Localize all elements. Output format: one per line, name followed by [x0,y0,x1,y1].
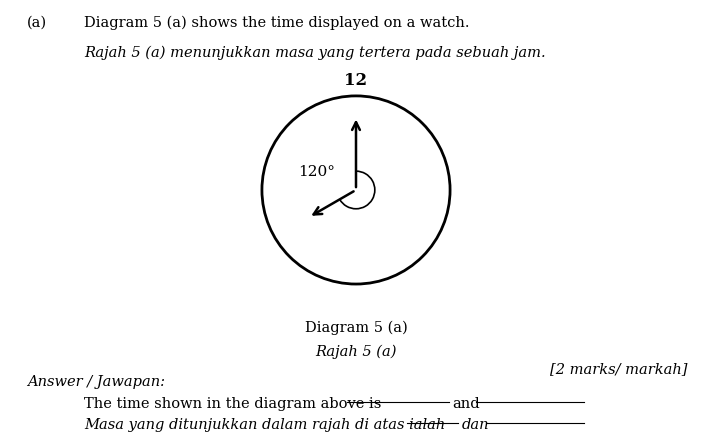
Text: Diagram 5 (a) shows the time displayed on a watch.: Diagram 5 (a) shows the time displayed o… [84,15,469,30]
Text: dan: dan [461,417,489,431]
Text: (a): (a) [27,15,47,29]
Text: Rajah 5 (a) menunjukkan masa yang tertera pada sebuah jam.: Rajah 5 (a) menunjukkan masa yang terter… [84,46,545,60]
Text: The time shown in the diagram above is: The time shown in the diagram above is [84,396,382,410]
Text: Masa yang ditunjukkan dalam rajah di atas ialah: Masa yang ditunjukkan dalam rajah di ata… [84,417,445,431]
Text: [2 marks/ markah]: [2 marks/ markah] [550,361,687,375]
Text: 12: 12 [345,72,367,89]
Text: Diagram 5 (a): Diagram 5 (a) [305,320,407,334]
Text: and: and [452,396,480,410]
Text: 120°: 120° [298,165,335,179]
Text: Answer / Jawapan:: Answer / Jawapan: [27,374,165,389]
Text: Rajah 5 (a): Rajah 5 (a) [315,344,397,358]
